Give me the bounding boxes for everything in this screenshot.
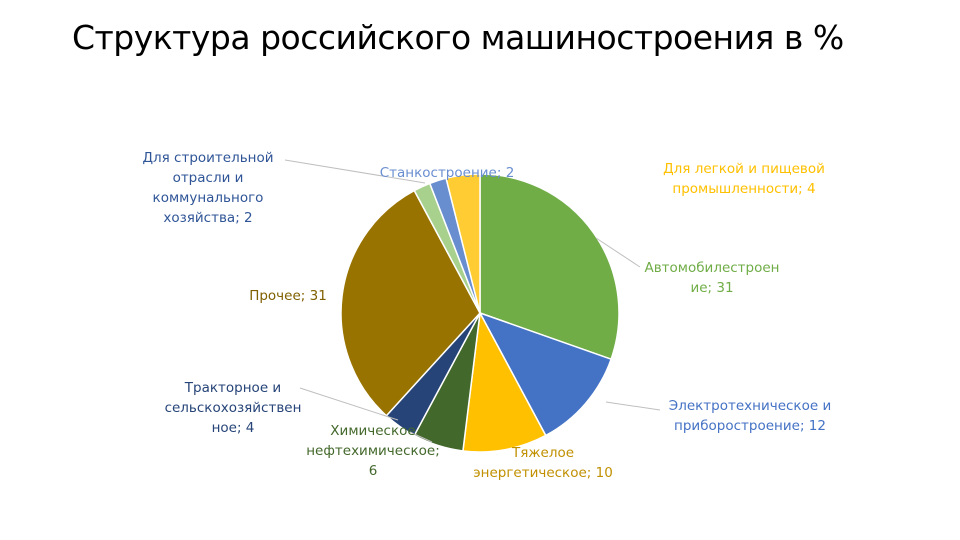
leader-line [284,159,426,184]
slice-label: Прочее; 31 [249,288,327,304]
slice-label: Тракторное и сельскохозяйствен ное; 4 [165,380,302,436]
slice-label: Для строительной отрасли и коммунального хо… [142,150,273,226]
slice-label: Станкостроение; 2 [380,165,515,181]
pie-slice [462,310,547,453]
slice-label: Электротехническое и приборостроение; 12 [669,398,831,434]
leader-line [299,387,399,421]
leader-lines [284,159,661,443]
pie-slice [479,173,620,361]
slice-label: Химическое нефтехимическое; 6 [306,423,440,479]
pie-slice [445,173,481,314]
leader-line [595,237,641,268]
leader-line [605,401,661,411]
slice-label: Тяжелое энергетическое; 10 [473,445,613,481]
leader-line [409,431,433,443]
slice-label: Для легкой и пищевой промышленности; 4 [663,161,825,197]
slice-labels: Автомобилестроен ие; 31 Электротехническое… [142,150,831,481]
chart-title: Структура российского машиностроения в % [72,18,844,57]
pie-slice [340,189,481,417]
pie-slices [340,173,620,453]
slice-label: Автомобилестроен ие; 31 [644,260,779,296]
pie-slice [478,311,613,437]
